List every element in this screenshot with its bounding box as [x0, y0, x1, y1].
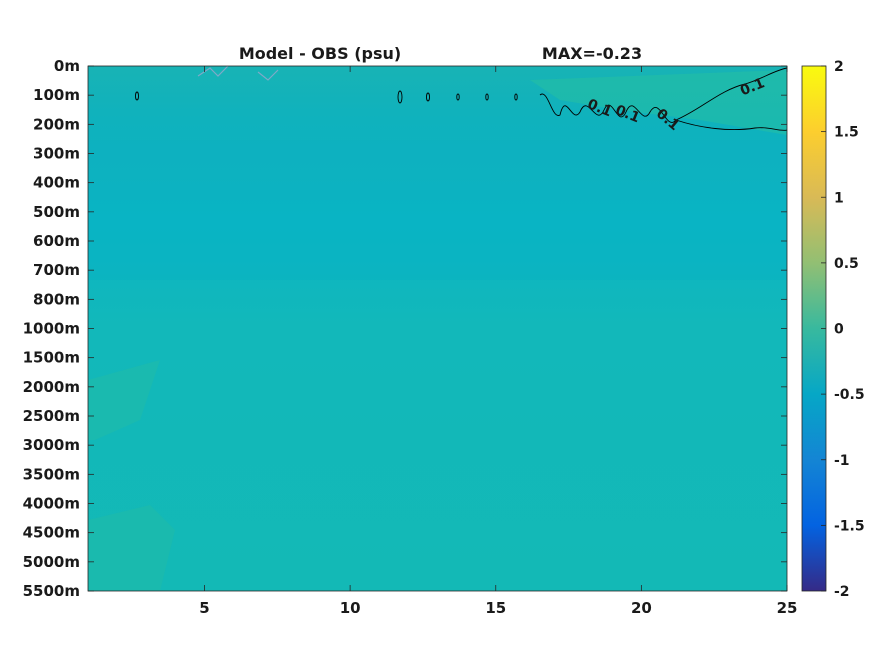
colorbar-tick-label: -0.5 [834, 387, 865, 403]
x-tick-label: 20 [631, 599, 652, 617]
y-tick-label: 3000m [23, 436, 80, 454]
colorbar-tick-label: -1 [834, 453, 850, 469]
x-axis: 5 10 15 20 25 [199, 66, 797, 617]
y-tick-label: 3500m [23, 465, 80, 483]
x-tick-label: 25 [777, 599, 798, 617]
colorbar-tick-label: 0.5 [834, 256, 859, 272]
heatmap-field: 0.1 0.1 0.10.1 [88, 66, 787, 591]
y-tick-label: 0m [54, 57, 80, 75]
y-tick-label: 1000m [23, 320, 80, 338]
y-tick-label: 200m [33, 115, 80, 133]
y-tick-label: 5500m [23, 582, 80, 600]
colorbar-tick-label: 1.5 [834, 125, 859, 141]
x-tick-label: 15 [485, 599, 506, 617]
x-tick-label: 5 [199, 599, 209, 617]
y-tick-label: 100m [33, 86, 80, 104]
y-tick-label: 300m [33, 145, 80, 163]
x-tick-label: 10 [340, 599, 361, 617]
y-tick-label: 600m [33, 232, 80, 250]
colorbar-axis: 2 1.5 1 0.5 0 -0.5 -1 -1.5 -2 [821, 59, 865, 600]
y-tick-label: 700m [33, 261, 80, 279]
y-tick-label: 800m [33, 290, 80, 308]
y-tick-label: 2000m [23, 378, 80, 396]
colorbar-tick-label: 0 [834, 322, 844, 338]
y-tick-label: 5000m [23, 553, 80, 571]
colorbar-tick-label: -2 [834, 584, 850, 600]
y-tick-label: 500m [33, 203, 80, 221]
y-tick-label: 400m [33, 174, 80, 192]
y-axis: 0m 100m 200m 300m 400m 500m 600m 700m 800m 1000m 1… [23, 57, 787, 600]
colorbar-tick-label: 2 [834, 59, 844, 75]
contour-lines [135, 67, 787, 131]
y-tick-label: 2500m [23, 407, 80, 425]
y-tick-label: 4500m [23, 524, 80, 542]
colorbar-tick-label: -1.5 [834, 518, 865, 534]
y-tick-label: 4000m [23, 495, 80, 513]
chart-title: Model - OBS (psu) [239, 44, 401, 63]
y-tick-label: 1500m [23, 349, 80, 367]
colorbar-tick-label: 1 [834, 190, 844, 206]
max-label: MAX=-0.23 [542, 44, 642, 63]
